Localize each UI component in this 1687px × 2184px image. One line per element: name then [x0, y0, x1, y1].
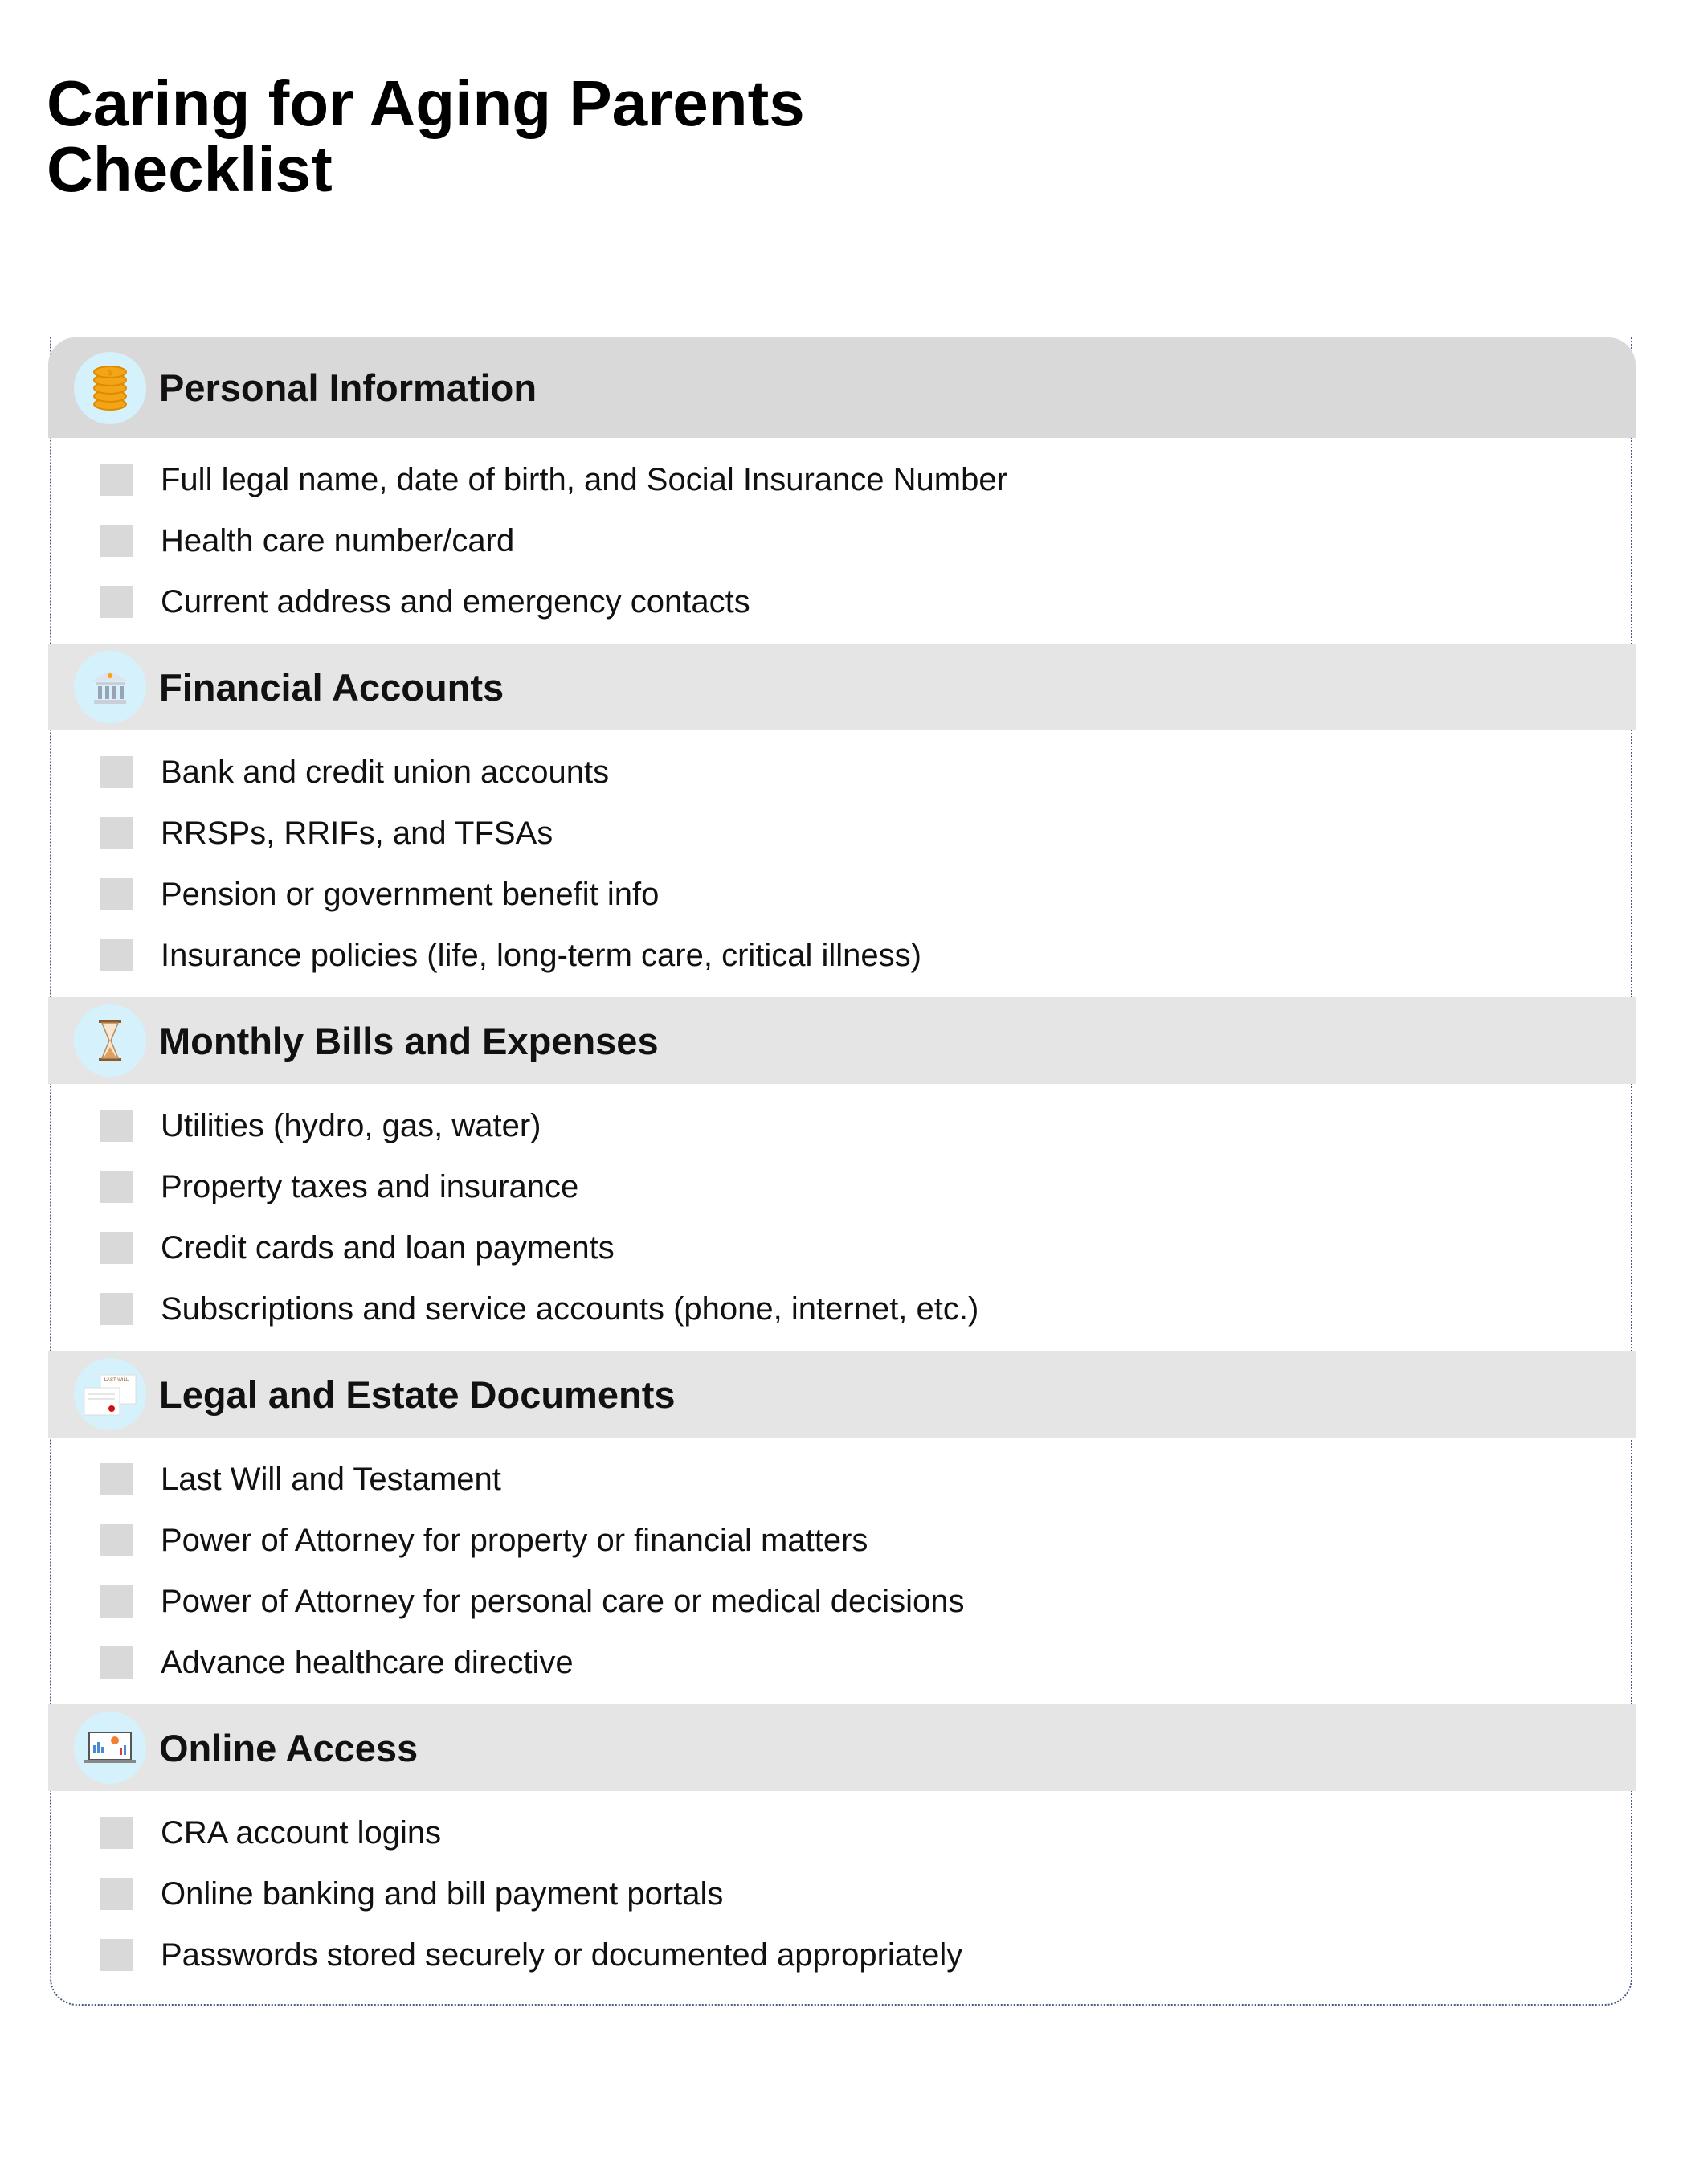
checklist-item[interactable]: Credit cards and loan payments: [50, 1217, 1634, 1278]
section-items: Bank and credit union accounts RRSPs, RRI…: [50, 730, 1634, 997]
checkbox[interactable]: [100, 1463, 133, 1495]
checklist-item[interactable]: Pension or government benefit info: [50, 864, 1634, 925]
checklist-card-border: [50, 337, 1632, 2006]
svg-text:LAST WILL: LAST WILL: [104, 1378, 129, 1383]
section-title: Personal Information: [159, 366, 537, 409]
item-label: Passwords stored securely or documented …: [161, 1937, 963, 1973]
item-label: Last Will and Testament: [161, 1461, 501, 1497]
checkbox[interactable]: [100, 1878, 133, 1910]
coins-icon: $: [74, 351, 146, 424]
checkbox[interactable]: [100, 1524, 133, 1556]
section-header: Financial Accounts: [48, 644, 1636, 730]
checklist-item[interactable]: CRA account logins: [50, 1802, 1634, 1863]
checkbox[interactable]: [100, 1939, 133, 1971]
checkbox[interactable]: [100, 878, 133, 910]
section-header: LAST WILL Legal and Estate Documents: [48, 1351, 1636, 1438]
checklist-card: $ Personal Information Full legal name, da…: [48, 337, 1636, 2010]
checklist-item[interactable]: Current address and emergency contacts: [50, 571, 1634, 632]
section-header: Monthly Bills and Expenses: [48, 997, 1636, 1084]
checklist-item[interactable]: Bank and credit union accounts: [50, 742, 1634, 803]
checkbox[interactable]: [100, 939, 133, 971]
checkbox[interactable]: [100, 1171, 133, 1203]
item-label: RRSPs, RRIFs, and TFSAs: [161, 815, 553, 851]
item-label: Full legal name, date of birth, and Soci…: [161, 461, 1007, 497]
checklist-item[interactable]: Subscriptions and service accounts (phon…: [50, 1278, 1634, 1339]
laptop-dashboard-icon: [74, 1712, 146, 1784]
checkbox[interactable]: [100, 1232, 133, 1264]
item-label: Property taxes and insurance: [161, 1168, 579, 1204]
section-items: Utilities (hydro, gas, water) Property ta…: [50, 1084, 1634, 1351]
section-title: Financial Accounts: [159, 665, 504, 709]
checklist-item[interactable]: Power of Attorney for property or financ…: [50, 1510, 1634, 1571]
checkbox[interactable]: [100, 586, 133, 618]
section-title: Monthly Bills and Expenses: [159, 1019, 659, 1062]
checkbox[interactable]: [100, 817, 133, 849]
checklist-item[interactable]: Last Will and Testament: [50, 1449, 1634, 1510]
item-label: Bank and credit union accounts: [161, 754, 610, 790]
checklist-item[interactable]: Health care number/card: [50, 510, 1634, 571]
checkbox[interactable]: [100, 1110, 133, 1142]
checklist-item[interactable]: Full legal name, date of birth, and Soci…: [50, 449, 1634, 510]
hourglass-icon: [74, 1004, 146, 1077]
item-label: Power of Attorney for personal care or m…: [161, 1583, 965, 1619]
item-label: Online banking and bill payment portals: [161, 1875, 724, 1912]
checkbox[interactable]: [100, 525, 133, 557]
checkbox[interactable]: [100, 756, 133, 788]
item-label: Utilities (hydro, gas, water): [161, 1107, 541, 1143]
checkbox[interactable]: [100, 1293, 133, 1325]
will-document-icon: LAST WILL: [74, 1358, 146, 1430]
item-label: Advance healthcare directive: [161, 1644, 574, 1680]
item-label: Health care number/card: [161, 522, 515, 558]
checklist-item[interactable]: Passwords stored securely or documented …: [50, 1924, 1634, 1986]
section-items: CRA account logins Online banking and bil…: [50, 1791, 1634, 2010]
section-title: Legal and Estate Documents: [159, 1372, 676, 1416]
item-label: Pension or government benefit info: [161, 876, 660, 912]
checkbox[interactable]: [100, 1817, 133, 1849]
checklist-item[interactable]: Online banking and bill payment portals: [50, 1863, 1634, 1924]
checkbox[interactable]: [100, 1585, 133, 1618]
checkbox[interactable]: [100, 1646, 133, 1679]
checklist-item[interactable]: RRSPs, RRIFs, and TFSAs: [50, 803, 1634, 864]
item-label: Power of Attorney for property or financ…: [161, 1522, 868, 1558]
section-items: Last Will and Testament Power of Attorney…: [50, 1438, 1634, 1704]
checklist-item[interactable]: Power of Attorney for personal care or m…: [50, 1571, 1634, 1632]
item-label: Current address and emergency contacts: [161, 583, 750, 620]
page-title: Caring for Aging Parents Checklist: [47, 67, 805, 205]
checklist-item[interactable]: Property taxes and insurance: [50, 1156, 1634, 1217]
bank-icon: [74, 651, 146, 723]
item-label: Credit cards and loan payments: [161, 1229, 615, 1266]
item-label: Subscriptions and service accounts (phon…: [161, 1290, 979, 1327]
svg-text:$: $: [108, 369, 112, 378]
section-header: $ Personal Information: [48, 337, 1636, 438]
section-items: Full legal name, date of birth, and Soci…: [50, 438, 1634, 644]
checklist-item[interactable]: Insurance policies (life, long-term care…: [50, 925, 1634, 986]
item-label: Insurance policies (life, long-term care…: [161, 937, 921, 973]
item-label: CRA account logins: [161, 1814, 442, 1851]
checkbox[interactable]: [100, 464, 133, 496]
section-title: Online Access: [159, 1726, 419, 1769]
checklist-item[interactable]: Utilities (hydro, gas, water): [50, 1095, 1634, 1156]
section-header: Online Access: [48, 1704, 1636, 1791]
checklist-item[interactable]: Advance healthcare directive: [50, 1632, 1634, 1693]
